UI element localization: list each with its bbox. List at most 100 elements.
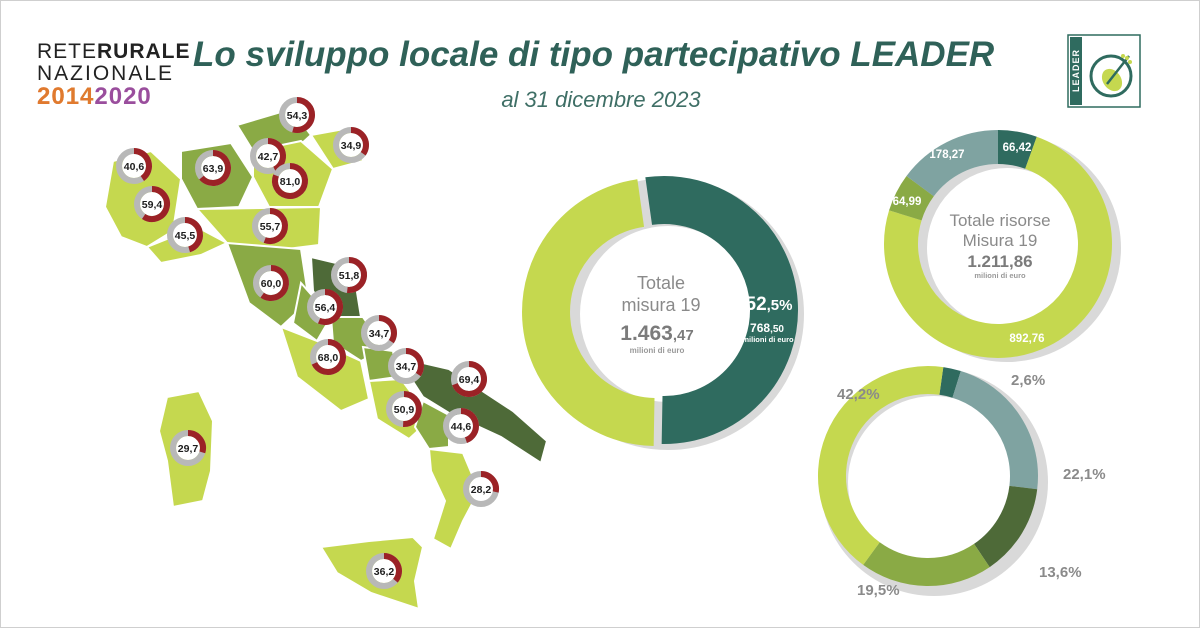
region-donut-value — [311, 339, 346, 375]
page-subtitle: al 31 dicembre 2023 — [1, 87, 1199, 113]
region-donut: 54,3 — [279, 97, 315, 133]
big-donut-total-dec: ,47 — [673, 327, 694, 344]
region-donut-label: 45,5 — [175, 230, 196, 242]
leader-logo-text: LEADER — [1071, 49, 1081, 92]
big-donut-total: 1.463,47 — [620, 322, 693, 345]
region-donut: 69,4 — [451, 361, 487, 397]
pct-donut-slice — [952, 371, 1038, 490]
region-donut: 34,7 — [361, 315, 397, 351]
region-donut-value — [350, 127, 369, 156]
region-donut: 63,9 — [195, 150, 231, 186]
totale-risorse-donut: 66,42 892,76 64,99 178,27 Totale risorseMisu… — [884, 130, 1121, 362]
region-donut-hole — [337, 263, 361, 287]
region-donut: 56,4 — [307, 289, 343, 325]
region-donut-hole — [449, 414, 473, 438]
region-donut-label: 63,9 — [203, 163, 224, 175]
region-donut-value — [405, 348, 424, 377]
risorse-donut-slice-label: 892,76 — [1009, 333, 1044, 345]
pct-donut-slice-label: 22,1% — [1063, 466, 1106, 483]
risorse-donut-slice-label: 64,99 — [893, 196, 922, 208]
subtitle-text: al 31 dicembre 2023 — [501, 87, 701, 112]
region-donut-value — [141, 186, 170, 222]
region-donut: 34,7 — [388, 348, 424, 384]
region-donut-value — [460, 408, 479, 443]
logo-2020: 2020 — [94, 83, 152, 110]
region-donut-value — [263, 208, 288, 244]
logo-rurale: RURALE — [97, 40, 191, 63]
big-donut-slice-light — [522, 179, 656, 446]
big-donut-highlight-pct: 52,5% — [746, 294, 793, 315]
region-donut-label: 42,7 — [258, 151, 279, 163]
region-donut: 51,8 — [331, 256, 368, 293]
region-donut-hole — [394, 354, 418, 378]
region-donut-label: 69,4 — [459, 374, 480, 386]
big-donut-total-unit: milioni di euro — [630, 346, 685, 355]
region-donut-value — [133, 148, 152, 181]
region-donut-value — [272, 163, 308, 199]
region-donut-value — [480, 471, 499, 493]
region-donut: 81,0 — [272, 163, 308, 199]
big-donut-value-dec: ,50 — [770, 324, 784, 335]
region-donut-label: 60,0 — [261, 278, 282, 290]
region-donut-hole — [469, 477, 493, 501]
region-donut-hole — [285, 103, 309, 127]
pct-donut-slice — [818, 366, 944, 565]
region-donut: 28,2 — [463, 471, 499, 507]
pct-donut-slice-label: 2,6% — [1011, 372, 1045, 389]
region-donut-label: 29,7 — [178, 443, 199, 455]
region-donut-value — [184, 217, 203, 253]
region-donut-hole — [339, 133, 363, 157]
region-donut-value — [403, 391, 422, 427]
region-donut-value — [187, 430, 206, 454]
rete-rurale-logo: RETERURALE NAZIONALE 20142020 — [37, 41, 191, 109]
region-donut-hole — [258, 214, 282, 238]
big-donut-highlight-value: 768,50 — [750, 321, 784, 335]
region-donut: 50,9 — [386, 391, 422, 427]
region-donut-label: 54,3 — [287, 110, 308, 122]
page-title: Lo sviluppo locale di tipo partecipativo… — [193, 35, 995, 74]
region-donut-value — [378, 315, 397, 344]
region-donut-value — [199, 150, 231, 186]
map-region-basilicata — [413, 399, 450, 451]
region-donut-hole — [176, 436, 200, 460]
region-donut-hole — [367, 321, 391, 345]
big-donut-label-2: misura 19 — [621, 295, 700, 315]
region-donut-value — [292, 97, 315, 133]
risorse-donut-slice — [997, 130, 1037, 169]
region-donut-label: 55,7 — [260, 221, 281, 233]
region-donut-hole — [256, 144, 280, 168]
leader-logo: LEADER — [1067, 34, 1141, 108]
region-donut-value — [317, 289, 343, 325]
region-donut-label: 34,7 — [396, 361, 417, 373]
region-donut-hole — [122, 154, 146, 178]
risorse-donut-total: 1.211,86 — [967, 252, 1032, 271]
region-donut-hole — [316, 345, 340, 369]
risorse-donut-slice-label: 66,42 — [1003, 142, 1032, 154]
risorse-donut-slice — [906, 130, 999, 197]
region-donut-label: 56,4 — [315, 302, 336, 314]
risorse-donut-label-1: Totale risorse — [949, 211, 1050, 230]
region-donut-value — [260, 265, 289, 301]
risorse-donut-slice — [889, 175, 935, 221]
region-donut: 55,7 — [252, 208, 288, 244]
logo-rete: RETE — [37, 40, 98, 63]
pct-donut-slice-label: 42,2% — [837, 386, 880, 403]
logo-nazionale: NAZIONALE — [37, 62, 175, 85]
region-donut-label: 44,6 — [451, 421, 472, 433]
region-donut-hole — [278, 169, 302, 193]
pct-donut-slice — [863, 542, 990, 586]
region-donut-label: 81,0 — [280, 176, 301, 188]
region-donut: 42,7 — [250, 138, 286, 174]
region-donut: 40,6 — [116, 148, 152, 184]
pct-donut-slice — [973, 485, 1038, 568]
region-donut-label: 51,8 — [339, 270, 360, 282]
region-donut: 60,0 — [253, 265, 289, 301]
region-donut-label: 34,9 — [341, 140, 362, 152]
region-donut-label: 50,9 — [394, 404, 415, 416]
region-donut-hole — [173, 223, 197, 247]
risorse-donut-total-unit: milioni di euro — [974, 271, 1026, 280]
percentuale-donut: 2,6% 22,1% 13,6% 19,5% 42,2% — [818, 366, 1106, 599]
